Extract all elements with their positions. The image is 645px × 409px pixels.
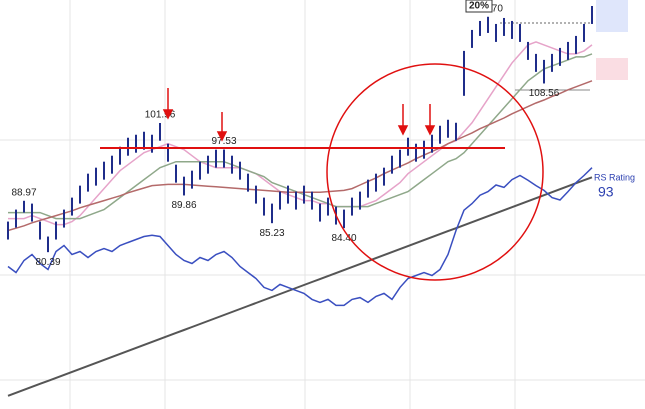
price-label: 108.56 bbox=[529, 88, 560, 99]
shade-box bbox=[596, 58, 628, 80]
price-label: 80.39 bbox=[35, 257, 60, 268]
price-label: 101.96 bbox=[145, 110, 176, 121]
arrows bbox=[162, 88, 436, 142]
price-label: 97.53 bbox=[211, 136, 236, 147]
line-series bbox=[8, 53, 593, 220]
badge: 20% bbox=[469, 1, 489, 12]
highlight-circle bbox=[326, 63, 544, 281]
arrow-head bbox=[162, 109, 174, 120]
arrow-head bbox=[397, 125, 409, 136]
arrow-head bbox=[424, 125, 436, 136]
price-label: 85.23 bbox=[259, 228, 284, 239]
rs-label: RS Rating bbox=[594, 172, 635, 182]
line-series bbox=[7, 176, 593, 397]
rs-value: 93 bbox=[598, 184, 614, 200]
arrow-head bbox=[216, 131, 228, 142]
price-label: 89.86 bbox=[171, 200, 196, 211]
plot: 119.70108.56101.9697.5388.9789.8685.2384… bbox=[7, 3, 593, 397]
badge-box bbox=[465, 0, 493, 13]
line-series bbox=[7, 167, 593, 307]
line-series bbox=[7, 80, 593, 232]
price-label: 84.40 bbox=[331, 233, 356, 244]
price-label: 88.97 bbox=[11, 187, 36, 198]
line-series bbox=[8, 41, 593, 226]
shade-box bbox=[596, 0, 628, 32]
